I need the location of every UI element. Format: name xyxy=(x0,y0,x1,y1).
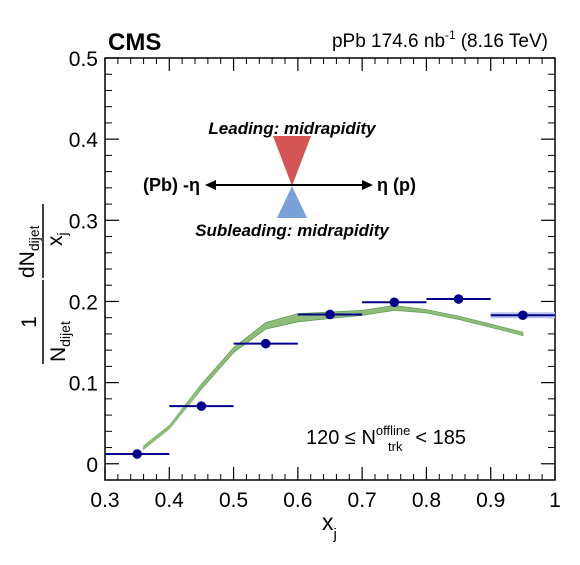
y-axis-label: 1 Ndijet dNdijet xj xyxy=(16,204,73,364)
y-frac2-num-sub: dijet xyxy=(26,225,42,251)
leading-triangle xyxy=(273,136,311,186)
y-tick-label: 0 xyxy=(86,454,98,477)
y-frac2-den-sub: j xyxy=(54,232,70,236)
y-frac1-den: Ndijet xyxy=(47,321,73,362)
cms-label: CMS xyxy=(108,29,161,56)
selection-sup: offline xyxy=(376,423,410,438)
collision-text: pPb 174.6 nb xyxy=(332,31,445,52)
model-band-area xyxy=(143,305,524,451)
selection-label: 120 ≤ Noffline < 185 xyxy=(306,423,466,449)
data-point xyxy=(260,338,271,349)
collision-label: pPb 174.6 nb-1 (8.16 TeV) xyxy=(332,28,548,52)
leading-label: Leading: midrapidity xyxy=(208,119,377,138)
y-tick-label: 0.1 xyxy=(69,373,98,396)
axis-ticks: 0.3 0.4 0.5 0.6 0.7 0.8 0.9 1 0 0.1 0.2 0.3 0.4 0.5 xyxy=(69,48,561,512)
y-tick-label: 0.5 xyxy=(69,48,98,71)
selection-suffix: < 185 xyxy=(415,427,466,449)
x-tick-label: 0.9 xyxy=(476,489,505,512)
right-arrow-head xyxy=(362,180,373,190)
x-tick-label: 0.8 xyxy=(412,489,441,512)
y-frac1-den-sub: dijet xyxy=(57,321,73,347)
x-tick-label: 0.3 xyxy=(90,489,119,512)
y-frac1-den-main: N xyxy=(47,347,70,362)
y-frac2-num-main: dN xyxy=(16,251,39,278)
x-axis-label-main: x xyxy=(322,509,334,535)
selection-prefix: 120 ≤ N xyxy=(306,427,376,449)
data-point xyxy=(453,294,464,304)
x-axis-label: xj xyxy=(322,509,337,543)
data-point xyxy=(196,401,207,411)
energy-text: (8.16 TeV) xyxy=(461,31,548,52)
data-points xyxy=(105,294,555,459)
y-tick-label: 0.4 xyxy=(69,129,99,152)
x-tick-label: 0.4 xyxy=(155,489,185,512)
selection-sub: trk xyxy=(388,439,403,454)
x-tick-label: 1 xyxy=(549,489,561,512)
y-frac2-den: xj xyxy=(44,232,70,246)
y-frac2-den-main: x xyxy=(44,235,67,246)
left-direction-label: (Pb) -η xyxy=(143,175,200,195)
left-arrow-head xyxy=(205,180,216,190)
data-point xyxy=(325,309,335,320)
x-tick-label: 0.7 xyxy=(348,489,377,512)
data-point xyxy=(132,449,142,459)
right-direction-label: η (p) xyxy=(377,175,416,195)
y-tick-label: 0.2 xyxy=(69,291,98,314)
collision-exponent: -1 xyxy=(445,28,456,42)
x-tick-label: 0.6 xyxy=(283,489,312,512)
rapidity-diagram: Leading: midrapidity (Pb) -η η (p) Suble… xyxy=(143,119,416,240)
y-frac2-num: dNdijet xyxy=(16,225,42,278)
x-axis-label-sub: j xyxy=(333,526,337,543)
subleading-label: Subleading: midrapidity xyxy=(195,221,390,240)
x-tick-label: 0.5 xyxy=(219,489,248,512)
subleading-triangle xyxy=(277,186,307,218)
data-point xyxy=(518,310,528,321)
y-frac1-num: 1 xyxy=(18,316,41,328)
data-point xyxy=(389,297,400,308)
y-tick-label: 0.3 xyxy=(69,210,98,233)
